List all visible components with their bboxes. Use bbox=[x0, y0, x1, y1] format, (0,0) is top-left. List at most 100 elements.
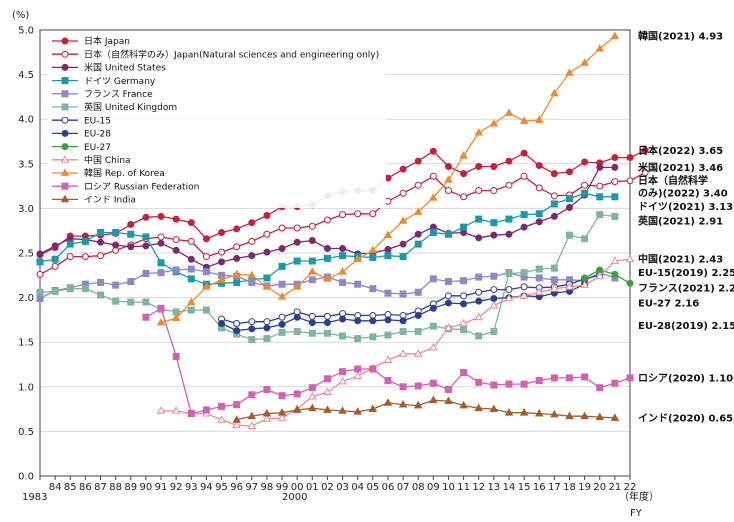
series-point bbox=[338, 267, 347, 275]
series-point bbox=[278, 392, 286, 400]
annotation-label: EU-27 2.16 bbox=[638, 298, 699, 309]
series-point bbox=[308, 319, 316, 327]
series-point bbox=[414, 327, 422, 335]
series-point bbox=[323, 375, 331, 383]
x-tick-label: 90 bbox=[140, 482, 153, 493]
series-point bbox=[323, 329, 331, 337]
series-point bbox=[248, 219, 256, 227]
series-point bbox=[565, 282, 574, 290]
legend-label: 米国 United States bbox=[84, 62, 166, 74]
series-point bbox=[565, 204, 573, 212]
series-point bbox=[172, 352, 180, 360]
series-point bbox=[354, 335, 362, 343]
series bbox=[36, 169, 649, 278]
series-point bbox=[187, 237, 195, 245]
series-point bbox=[263, 212, 271, 220]
series-point bbox=[262, 282, 272, 290]
y-axis-unit-label: (%) bbox=[12, 10, 29, 21]
series-point bbox=[384, 316, 392, 324]
series-point bbox=[534, 287, 544, 296]
series-point bbox=[262, 414, 272, 422]
series-point bbox=[565, 195, 573, 203]
series-point bbox=[595, 44, 605, 52]
x-tick-label: 87 bbox=[94, 482, 107, 493]
series-point bbox=[490, 272, 498, 280]
series-point bbox=[383, 398, 393, 406]
series-point bbox=[60, 194, 70, 203]
series-point bbox=[127, 230, 135, 238]
series-point bbox=[233, 225, 241, 233]
legend-entry: EU-27 bbox=[52, 143, 111, 153]
legend-entry: ドイツ Germany bbox=[52, 77, 156, 87]
series bbox=[156, 31, 620, 326]
series-point bbox=[490, 327, 498, 335]
series-point bbox=[610, 31, 620, 40]
series-point bbox=[413, 349, 423, 357]
series-point bbox=[399, 383, 407, 391]
series-point bbox=[490, 231, 498, 239]
series-point bbox=[460, 170, 468, 178]
series-point bbox=[384, 252, 392, 260]
series-point bbox=[308, 384, 316, 392]
series-point bbox=[413, 207, 423, 215]
series-point bbox=[97, 228, 105, 236]
series-point bbox=[505, 270, 513, 278]
series-point bbox=[474, 127, 483, 136]
series-point bbox=[429, 172, 437, 180]
annotation-label: 日本(2022) 3.65 bbox=[638, 144, 723, 157]
series-point bbox=[308, 276, 316, 284]
series-point bbox=[61, 103, 69, 111]
series-point bbox=[535, 274, 543, 282]
series-point bbox=[460, 300, 468, 308]
series-point bbox=[248, 325, 256, 333]
series-point bbox=[323, 254, 331, 262]
series-point bbox=[429, 193, 438, 201]
series-point bbox=[127, 220, 135, 228]
series bbox=[581, 266, 634, 287]
legend-label: EU-15 bbox=[84, 116, 111, 126]
legend-label: EU-27 bbox=[84, 143, 111, 153]
series-point bbox=[459, 151, 468, 159]
series-point bbox=[233, 278, 241, 286]
series-point bbox=[490, 286, 498, 294]
series-point bbox=[66, 285, 74, 293]
series-point bbox=[277, 408, 287, 416]
x-2000-label: 2000 bbox=[282, 492, 307, 503]
series-point bbox=[520, 149, 528, 157]
series-point bbox=[248, 237, 256, 245]
series-point bbox=[278, 280, 286, 288]
series-point bbox=[444, 323, 453, 331]
series-point bbox=[263, 385, 271, 393]
series-point bbox=[580, 280, 589, 289]
series-point bbox=[460, 193, 468, 201]
series-point bbox=[293, 390, 301, 398]
y-tick-label: 4.5 bbox=[18, 70, 34, 81]
series-point bbox=[36, 294, 44, 302]
legend-label: 韓国 Rep. of Korea bbox=[84, 168, 165, 179]
x-tick-label: 04 bbox=[351, 482, 364, 493]
series-point bbox=[157, 269, 165, 277]
legend-label: フランス France bbox=[84, 89, 153, 100]
series-point bbox=[414, 181, 422, 189]
series-point bbox=[187, 275, 195, 283]
series-point bbox=[429, 304, 437, 312]
series-point bbox=[51, 287, 59, 295]
series-point bbox=[97, 291, 105, 299]
x-tick-label: 91 bbox=[155, 482, 168, 493]
y-axis-ticks: 0.0 0.5 1.0 1.5 2.0 2.5 3.0 3.5 4.0 4.5 5.0 bbox=[18, 26, 34, 483]
series-point bbox=[505, 181, 513, 189]
series-point bbox=[565, 411, 574, 420]
x-tick-label: 99 bbox=[276, 482, 289, 493]
series-point bbox=[368, 245, 378, 254]
x-tick-label: 18 bbox=[563, 482, 576, 493]
series-point bbox=[550, 374, 558, 382]
series-point bbox=[626, 177, 634, 185]
series-point bbox=[460, 369, 468, 377]
series-point bbox=[277, 292, 287, 300]
series-point bbox=[475, 378, 483, 386]
annotation-label: ドイツ(2021) 3.13 bbox=[638, 201, 733, 213]
series-point bbox=[157, 259, 165, 267]
series-point bbox=[36, 258, 44, 266]
series-point bbox=[505, 157, 513, 165]
series-point bbox=[444, 292, 452, 300]
